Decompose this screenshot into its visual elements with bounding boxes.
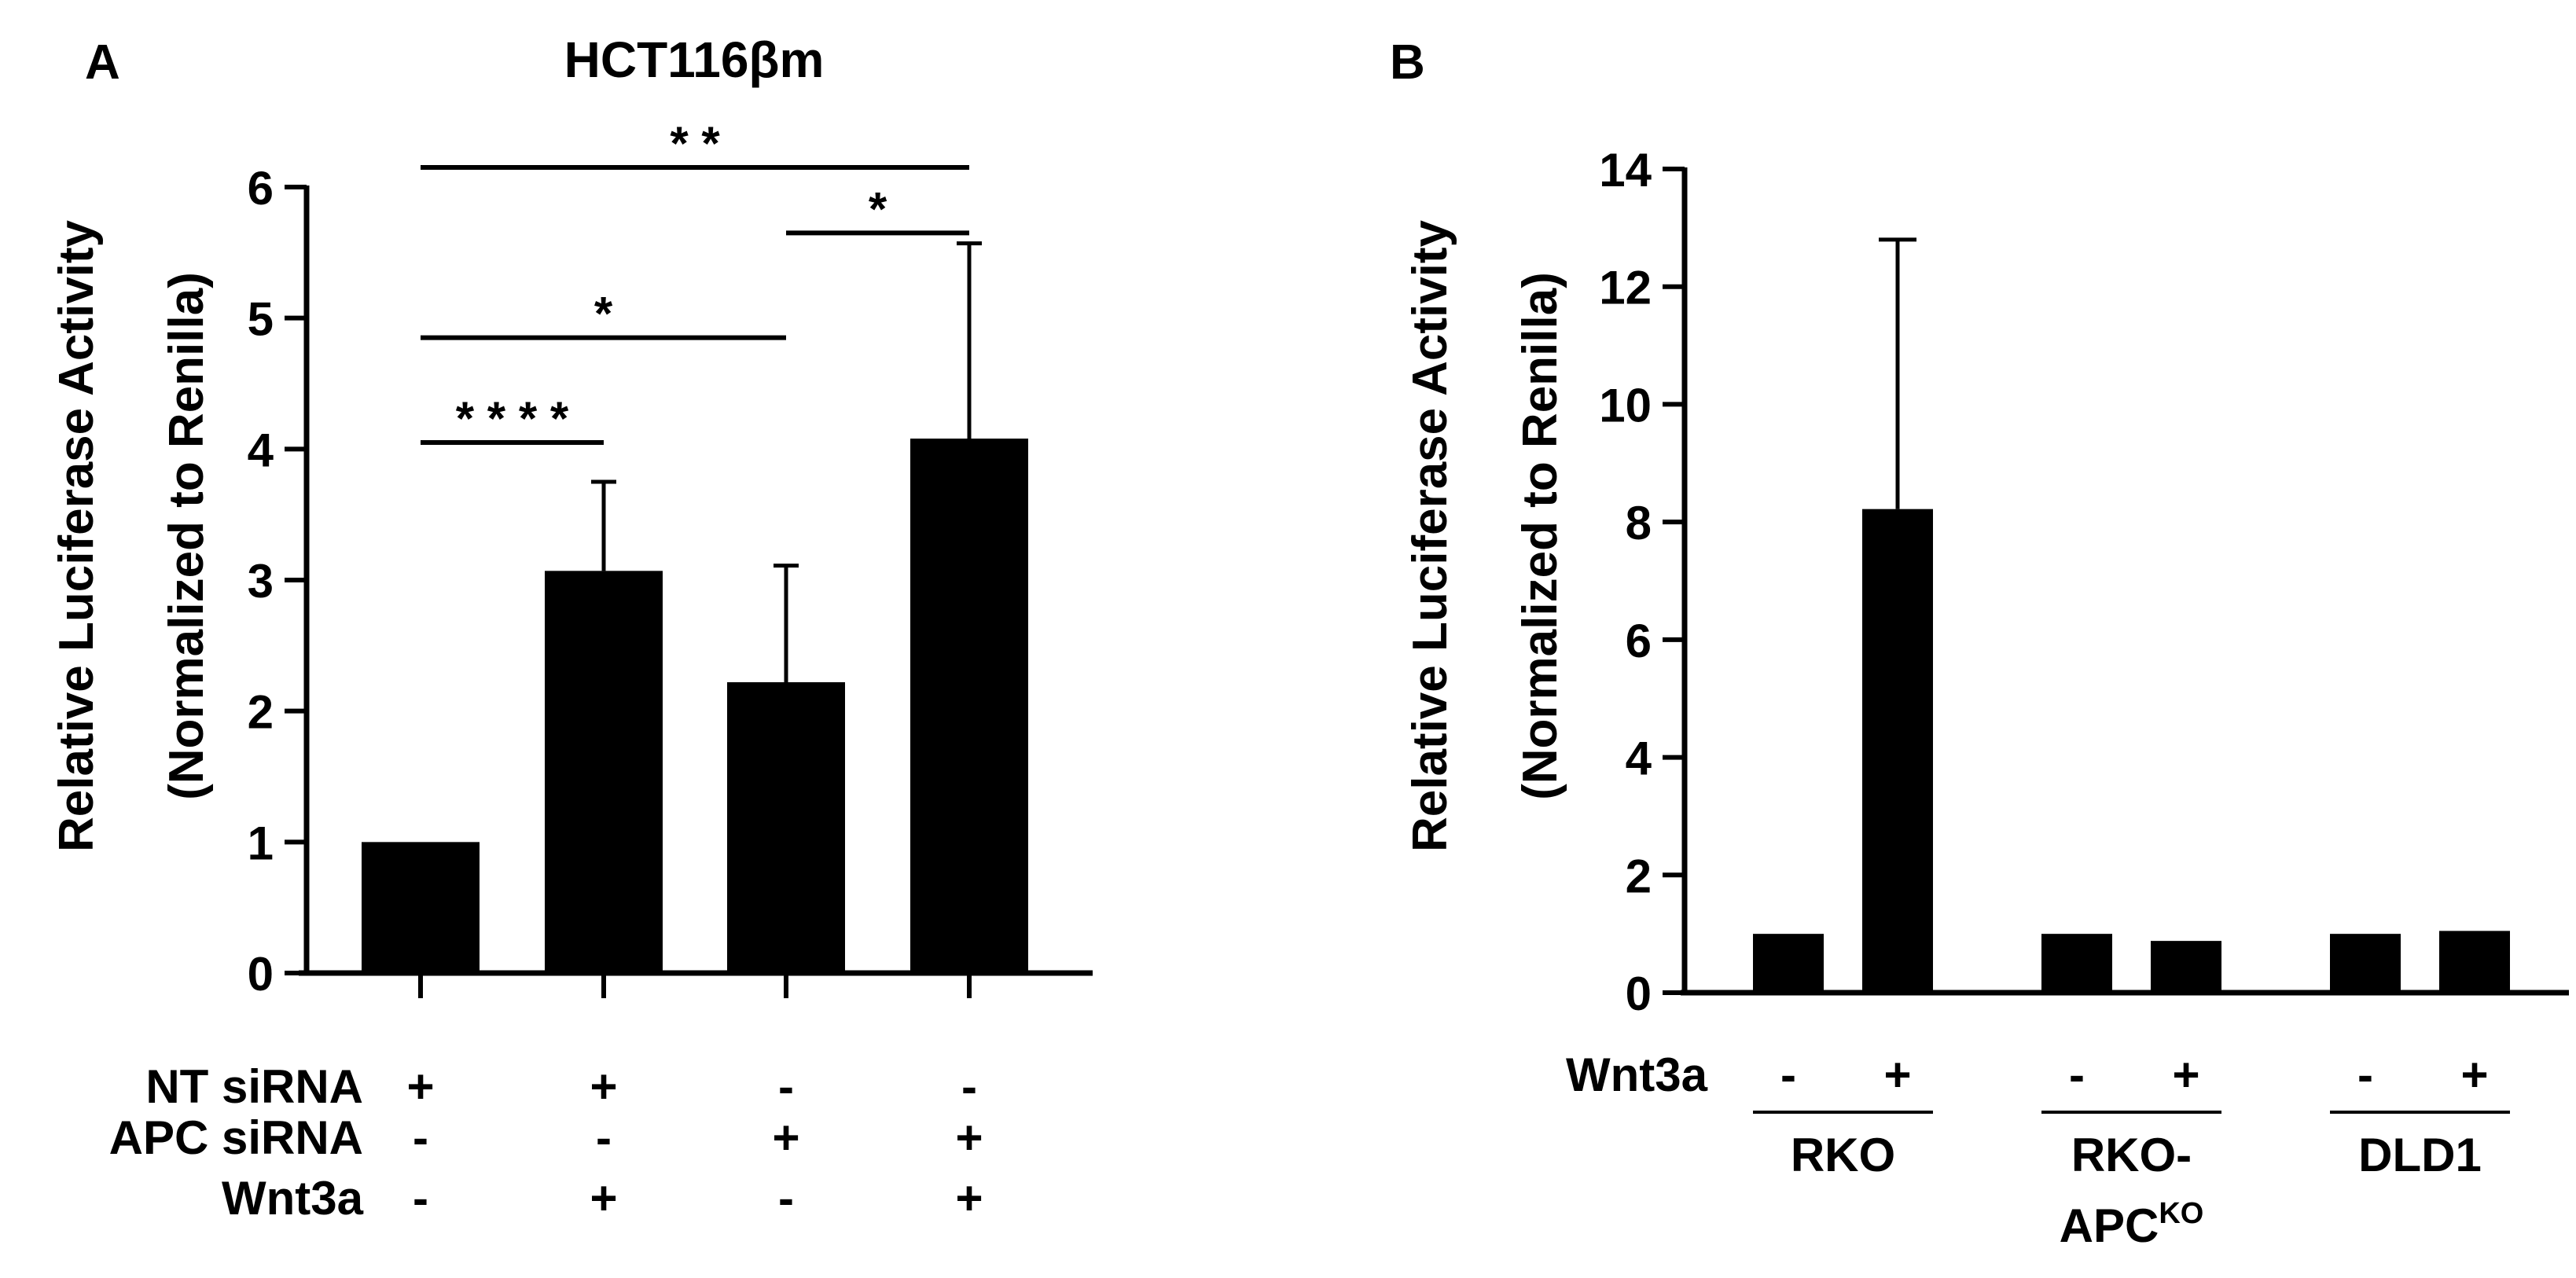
chart-a-ylabel-line1: Relative Luciferase Activity xyxy=(50,219,104,852)
condition-mark-a: - xyxy=(778,1060,794,1113)
bar-b xyxy=(2151,941,2221,993)
y-tick-label-a: 3 xyxy=(248,555,274,608)
treatment-mark-b: - xyxy=(2069,1048,2085,1101)
bar-a xyxy=(910,439,1028,973)
significance-label-a: * xyxy=(594,288,613,340)
condition-mark-a: - xyxy=(413,1111,428,1164)
condition-label-a: Wnt3a xyxy=(222,1172,364,1225)
chart-a-title: HCT116βm xyxy=(564,31,825,88)
y-tick-label-a: 2 xyxy=(248,686,274,739)
condition-mark-a: - xyxy=(778,1172,794,1225)
y-tick-label-b: 6 xyxy=(1626,615,1652,667)
bar-b xyxy=(2439,931,2510,993)
bar-a xyxy=(362,842,480,973)
bar-b xyxy=(1862,509,1933,993)
significance-label-a: * * xyxy=(670,117,720,170)
chart-b: 0 2 4 6 8 10 12 14 Wnt3a - + - + - + RKO RKO- APCKO DLD1 xyxy=(1566,144,2569,1252)
y-tick-label-a: 0 xyxy=(248,948,274,1001)
treatment-mark-b: + xyxy=(1883,1048,1911,1101)
y-tick-label-a: 4 xyxy=(248,424,274,476)
treatment-mark-b: + xyxy=(2172,1048,2199,1101)
chart-b-ylabel-line2: (Normalized to Renilla) xyxy=(1513,272,1567,800)
y-tick-label-b: 12 xyxy=(1599,262,1652,314)
panel-label-b: B xyxy=(1390,35,1425,90)
chart-a-ylabel-line2: (Normalized to Renilla) xyxy=(160,272,214,800)
group-label-b: RKO- xyxy=(2071,1129,2192,1181)
condition-mark-a: + xyxy=(590,1172,617,1225)
condition-mark-a: + xyxy=(955,1111,983,1164)
y-tick-label-b: 2 xyxy=(1626,850,1652,902)
bar-b xyxy=(2041,934,2112,993)
y-tick-label-a: 5 xyxy=(248,293,274,346)
condition-label-a: APC siRNA xyxy=(109,1111,363,1164)
group-label-b: DLD1 xyxy=(2358,1129,2482,1181)
y-tick-label-b: 14 xyxy=(1599,144,1652,196)
condition-mark-a: - xyxy=(413,1172,428,1225)
bar-b xyxy=(1753,934,1824,993)
significance-label-a: * xyxy=(869,182,887,235)
group-label-b: RKO xyxy=(1791,1129,1895,1181)
treatment-label-b: Wnt3a xyxy=(1566,1048,1708,1101)
condition-mark-a: + xyxy=(772,1111,799,1164)
significance-label-a: * * * * xyxy=(456,392,569,445)
condition-mark-a: + xyxy=(406,1060,434,1113)
y-tick-label-b: 8 xyxy=(1626,497,1652,549)
condition-label-a: NT siRNA xyxy=(145,1060,363,1113)
bar-a xyxy=(727,682,845,973)
condition-mark-a: + xyxy=(590,1060,617,1113)
bar-a xyxy=(545,571,663,973)
y-tick-label-b: 4 xyxy=(1626,733,1652,785)
y-tick-label-a: 6 xyxy=(248,162,274,215)
condition-mark-a: - xyxy=(596,1111,612,1164)
chart-b-ylabel-line1: Relative Luciferase Activity xyxy=(1403,219,1457,852)
group-label-b-line2: APCKO xyxy=(2060,1197,2204,1252)
treatment-mark-b: + xyxy=(2460,1048,2488,1101)
panel-label-a: A xyxy=(85,35,120,90)
bar-b xyxy=(2330,934,2401,993)
condition-mark-a: - xyxy=(961,1060,977,1113)
condition-mark-a: + xyxy=(955,1172,983,1225)
y-tick-label-b: 0 xyxy=(1626,968,1652,1020)
treatment-mark-b: - xyxy=(2357,1048,2373,1101)
y-tick-label-a: 1 xyxy=(248,817,274,869)
treatment-mark-b: - xyxy=(1780,1048,1796,1101)
y-tick-label-b: 10 xyxy=(1599,379,1652,432)
